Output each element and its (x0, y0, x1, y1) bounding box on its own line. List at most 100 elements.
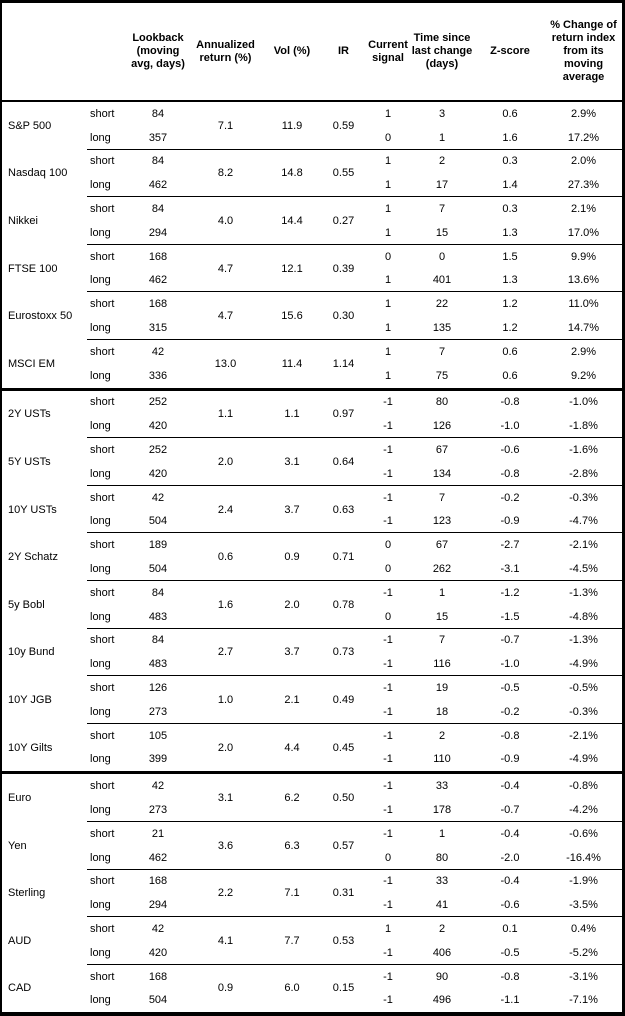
table-header: Lookback (moving avg, days) Annualized r… (2, 3, 622, 102)
leg-label: short (90, 922, 115, 935)
signal-value: -1 (383, 827, 393, 840)
time-since-value: 1 (438, 131, 446, 144)
signal-value: 1 (384, 298, 392, 311)
signal-value: -1 (383, 396, 393, 409)
header-time-since-last-change: Time since last change (days) (411, 32, 473, 70)
zscore-value: -0.2 (500, 705, 520, 718)
time-since-value: 406 (432, 946, 452, 959)
vol-value: 2.1 (284, 693, 300, 706)
signal-value: -1 (383, 491, 393, 504)
zscore-value: -0.5 (500, 682, 520, 695)
time-since-value: 2 (438, 155, 446, 168)
signal-value: 0 (384, 539, 392, 552)
time-since-value: 134 (432, 467, 452, 480)
leg-label: short (90, 203, 115, 216)
annualized-return-value: 4.7 (217, 310, 234, 323)
vol-value: 2.0 (284, 598, 300, 611)
zscore-value: -0.7 (500, 804, 520, 816)
instrument-group: CAD short 168 -1 90 -0.8 -3.1% long 504 -1 496 -1.1… (2, 965, 622, 1012)
instrument-group: 10Y JGB short 126 -1 19 -0.5 -0.5% long 273 -1 18 -… (2, 676, 622, 724)
zscore-value: -0.8 (500, 970, 520, 983)
lookback-value: 42 (151, 922, 165, 935)
zscore-value: -1.1 (500, 994, 520, 1007)
pct-change-value: -0.3% (569, 705, 598, 718)
pct-change-value: -0.5% (569, 682, 598, 695)
ir-value: 0.31 (332, 887, 355, 900)
pct-change-value: 0.4% (570, 922, 597, 935)
leg-label: long (90, 515, 111, 528)
ir-value: 0.78 (332, 598, 355, 611)
signal-value: -1 (383, 658, 393, 671)
time-since-value: 22 (435, 298, 449, 311)
time-since-value: 401 (432, 274, 452, 287)
lookback-value: 504 (148, 994, 168, 1007)
instrument-name: 10y Bund (8, 646, 55, 659)
vol-value: 4.4 (284, 741, 300, 754)
time-since-value: 496 (432, 994, 452, 1007)
time-since-value: 3 (438, 107, 446, 120)
instrument-name: 2Y USTs (8, 408, 51, 421)
header-ir: IR (338, 45, 349, 57)
pct-change-value: -0.3% (569, 491, 598, 504)
pct-change-value: -1.8% (569, 420, 598, 433)
lookback-value: 462 (148, 274, 168, 287)
lookback-value: 273 (148, 804, 168, 816)
zscore-value: -1.5 (500, 610, 520, 623)
pct-change-value: -1.6% (569, 444, 598, 457)
instrument-name: Yen (8, 839, 27, 852)
vol-value: 3.7 (284, 503, 300, 516)
pct-change-value: 2.1% (570, 203, 597, 216)
zscore-value: -3.1 (500, 563, 520, 576)
pct-change-value: -7.1% (569, 994, 598, 1007)
time-since-value: 33 (435, 780, 449, 793)
lookback-value: 504 (148, 563, 168, 576)
instrument-name: Nasdaq 100 (8, 167, 68, 180)
instrument-name: 10Y Gilts (8, 741, 53, 754)
header-z-score: Z-score (490, 45, 530, 57)
instrument-name: Eurostoxx 50 (8, 310, 73, 323)
leg-label: long (90, 994, 111, 1007)
time-since-value: 1 (438, 827, 446, 840)
time-since-value: 90 (435, 970, 449, 983)
instrument-group: Euro short 42 -1 33 -0.4 -0.8% long 273 -1 178 -0.7… (2, 774, 622, 822)
zscore-value: 1.3 (502, 274, 518, 287)
time-since-value: 2 (438, 922, 446, 935)
instrument-group: Nikkei short 84 1 7 0.3 2.1% long 294 1 15 1.3 17.0%… (2, 197, 622, 245)
ir-value: 0.97 (332, 408, 355, 421)
time-since-value: 18 (435, 705, 449, 718)
signal-value: -1 (383, 467, 393, 480)
lookback-value: 336 (148, 369, 168, 382)
zscore-value: 0.3 (502, 203, 518, 216)
pct-change-value: -2.8% (569, 467, 598, 480)
instrument-group: S&P 500 short 84 1 3 0.6 2.9% long 357 0 1 1.6 17.2%… (2, 102, 622, 150)
annualized-return-value: 2.0 (217, 455, 234, 468)
time-since-value: 75 (435, 369, 449, 382)
pct-change-value: 2.0% (570, 155, 597, 168)
pct-change-value: 9.2% (570, 369, 597, 382)
ir-value: 0.55 (332, 167, 355, 180)
time-since-value: 15 (435, 610, 449, 623)
zscore-value: 1.2 (502, 298, 518, 311)
vol-value: 6.0 (284, 982, 300, 995)
zscore-value: 1.6 (502, 131, 518, 144)
leg-label: short (90, 491, 115, 504)
section-bonds: 2Y USTs short 252 -1 80 -0.8 -1.0% long 420 -1 126… (2, 391, 622, 775)
zscore-value: 0.3 (502, 155, 518, 168)
instrument-name: FTSE 100 (8, 262, 58, 275)
leg-label: short (90, 729, 115, 742)
ir-value: 0.15 (332, 982, 355, 995)
zscore-value: 1.3 (502, 226, 518, 239)
pct-change-value: -0.8% (569, 780, 598, 793)
pct-change-value: 17.2% (567, 131, 600, 144)
ir-value: 0.73 (332, 646, 355, 659)
lookback-value: 504 (148, 515, 168, 528)
zscore-value: -1.0 (500, 420, 520, 433)
section-fx: Euro short 42 -1 33 -0.4 -0.8% long 273 -1 178 -0.7… (2, 774, 622, 1012)
header-current-signal: Current signal (368, 38, 408, 64)
lookback-value: 462 (148, 851, 168, 864)
leg-label: short (90, 444, 115, 457)
zscore-value: -0.5 (500, 946, 520, 959)
lookback-value: 126 (148, 682, 168, 695)
zscore-value: -0.9 (500, 753, 520, 766)
instrument-group: 2Y USTs short 252 -1 80 -0.8 -1.0% long 420 -1 126… (2, 391, 622, 439)
